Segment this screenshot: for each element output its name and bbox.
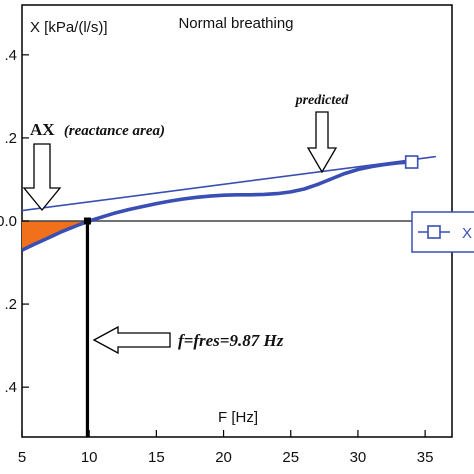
x-tick-label: 10 [81,449,98,466]
fres-arrow [92,325,171,355]
chart-title: Normal breathing [178,15,293,32]
x-tick-label: 15 [148,449,165,466]
ax-label-italic: (reactance area) [64,123,165,139]
reactance-area [22,221,88,251]
legend-marker [427,225,441,239]
x-axis-label: F [Hz] [218,409,258,426]
y-axis-label: X [kPa/(l/s)] [30,19,108,36]
x-ticks: 5 10 15 20 25 30 35 [18,430,434,466]
y-tick-label: .4 [4,379,17,396]
legend: X [411,211,474,253]
ax-label: AX (reactance area) [30,120,165,139]
predicted-arrow [306,111,338,174]
legend-label: X [462,225,472,242]
y-tick-label: 0.0 [0,213,17,230]
fres-point [83,217,91,225]
x-tick-label: 35 [417,449,434,466]
fres-label: f=fres=9.87 Hz [178,331,284,350]
x-tick-label: 5 [18,449,26,466]
y-tick-label: .4 [4,47,17,64]
y-tick-label: .2 [4,130,17,147]
y-tick-label: .2 [4,296,17,313]
x-tick-label: 20 [215,449,232,466]
x-tick-label: 25 [282,449,299,466]
ax-arrow [22,143,62,212]
ax-label-bold: AX [30,120,55,139]
y-ticks: .4 .2 0.0 .2 .4 [0,47,29,396]
series-marker [404,155,419,169]
series-line-predicted [22,155,437,212]
x-tick-label: 30 [350,449,367,466]
predicted-label: predicted [295,93,350,108]
